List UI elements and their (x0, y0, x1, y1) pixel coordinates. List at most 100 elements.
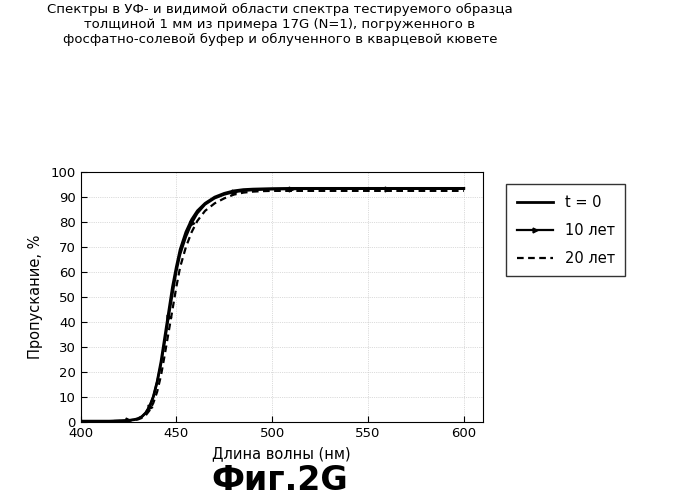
10 лет (134, 416, 142, 422)
10 лет (124, 417, 132, 423)
Line: 10 лет: 10 лет (78, 187, 466, 424)
10 лет (268, 187, 277, 193)
10 лет (326, 186, 334, 192)
20 лет (211, 200, 219, 207)
20 лет (164, 329, 173, 335)
20 лет (130, 417, 139, 423)
20 лет (115, 418, 123, 424)
t = 0 (176, 247, 184, 252)
20 лет (149, 400, 158, 406)
10 лет (383, 186, 391, 192)
t = 0 (95, 418, 104, 424)
20 лет (76, 418, 85, 424)
10 лет (460, 186, 468, 192)
10 лет (188, 220, 196, 226)
10 лет (160, 339, 169, 345)
t = 0 (287, 185, 295, 191)
t = 0 (460, 185, 468, 191)
20 лет (248, 189, 257, 195)
10 лет (138, 414, 146, 420)
20 лет (344, 188, 353, 194)
t = 0 (182, 229, 190, 235)
t = 0 (188, 217, 196, 223)
20 лет (134, 416, 142, 422)
10 лет (86, 418, 94, 424)
20 лет (201, 208, 209, 214)
10 лет (130, 417, 139, 423)
t = 0 (220, 190, 228, 196)
t = 0 (326, 185, 334, 191)
t = 0 (258, 186, 267, 192)
t = 0 (307, 185, 315, 191)
t = 0 (268, 186, 277, 192)
X-axis label: Длина волны (нм): Длина волны (нм) (212, 447, 351, 462)
20 лет (168, 306, 176, 312)
20 лет (141, 412, 150, 418)
t = 0 (76, 418, 85, 424)
10 лет (307, 186, 315, 192)
t = 0 (172, 264, 181, 270)
Text: Фиг.2G: Фиг.2G (211, 464, 349, 497)
t = 0 (160, 334, 169, 340)
20 лет (176, 264, 184, 270)
10 лет (172, 269, 181, 275)
10 лет (153, 379, 162, 385)
20 лет (268, 188, 277, 194)
t = 0 (168, 284, 176, 290)
10 лет (364, 186, 372, 192)
20 лет (440, 188, 449, 194)
t = 0 (134, 416, 142, 422)
t = 0 (146, 404, 154, 410)
t = 0 (440, 185, 449, 191)
t = 0 (402, 185, 410, 191)
20 лет (364, 188, 372, 194)
t = 0 (86, 418, 94, 424)
10 лет (421, 186, 430, 192)
10 лет (95, 418, 104, 424)
t = 0 (421, 185, 430, 191)
10 лет (402, 186, 410, 192)
t = 0 (141, 410, 150, 416)
20 лет (193, 218, 202, 224)
10 лет (149, 394, 158, 400)
Text: Спектры в УФ- и видимой области спектра тестируемого образца
толщиной 1 мм из пр: Спектры в УФ- и видимой области спектра … (47, 2, 513, 46)
10 лет (115, 418, 123, 424)
t = 0 (201, 200, 209, 207)
20 лет (138, 415, 146, 421)
10 лет (182, 234, 190, 240)
10 лет (105, 418, 113, 424)
10 лет (239, 188, 248, 194)
20 лет (258, 188, 267, 194)
20 лет (188, 229, 196, 235)
10 лет (76, 418, 85, 424)
t = 0 (157, 359, 165, 365)
20 лет (421, 188, 430, 194)
20 лет (157, 372, 165, 378)
t = 0 (124, 417, 132, 423)
20 лет (86, 418, 94, 424)
20 лет (230, 192, 238, 198)
20 лет (383, 188, 391, 194)
t = 0 (130, 417, 139, 423)
20 лет (239, 190, 248, 196)
20 лет (287, 188, 295, 194)
10 лет (287, 186, 295, 192)
t = 0 (364, 185, 372, 191)
Line: t = 0: t = 0 (80, 188, 464, 421)
10 лет (344, 186, 353, 192)
t = 0 (164, 309, 173, 315)
10 лет (164, 314, 173, 320)
10 лет (201, 202, 209, 208)
20 лет (105, 418, 113, 424)
20 лет (460, 188, 468, 194)
10 лет (230, 189, 238, 195)
t = 0 (193, 208, 202, 214)
20 лет (307, 188, 315, 194)
t = 0 (248, 186, 257, 192)
10 лет (176, 251, 184, 257)
t = 0 (383, 185, 391, 191)
Legend: t = 0, 10 лет, 20 лет: t = 0, 10 лет, 20 лет (506, 185, 625, 276)
10 лет (193, 211, 202, 217)
t = 0 (115, 418, 123, 424)
t = 0 (149, 394, 158, 400)
